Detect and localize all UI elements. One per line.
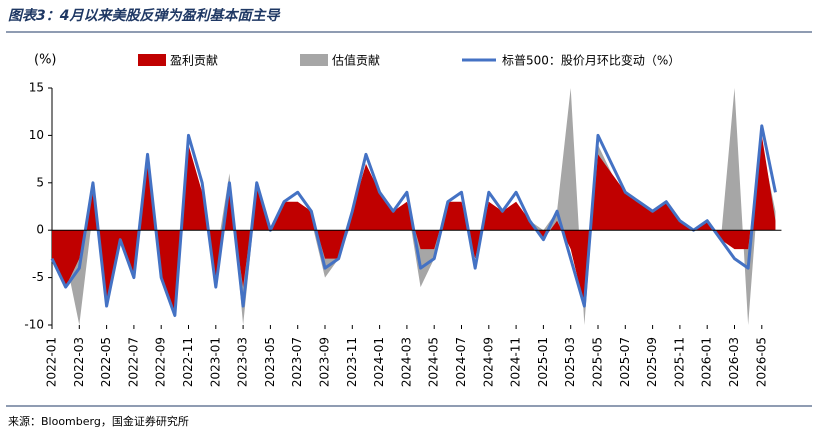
x-tick-label: 2024-07 (454, 337, 468, 387)
x-tick-label: 2026-05 (754, 337, 768, 387)
area (52, 135, 776, 316)
legend-swatch (138, 54, 166, 66)
y-tick-label: 0 (36, 223, 44, 237)
x-tick-label: 2023-01 (208, 337, 222, 387)
legend-label: 估值贡献 (332, 53, 380, 68)
x-tick-label: 2024-05 (427, 337, 441, 387)
y-tick-label: -5 (32, 270, 44, 284)
x-tick-label: 2023-07 (290, 337, 304, 387)
x-tick-label: 2022-05 (99, 337, 113, 387)
legend-swatch (300, 54, 328, 66)
x-tick-label: 2024-11 (509, 337, 523, 387)
x-tick-label: 2023-11 (345, 337, 359, 387)
y-tick-label: 10 (29, 128, 44, 142)
x-tick-label: 2024-03 (399, 337, 413, 387)
y-tick-label: 15 (29, 81, 44, 95)
x-tick-label: 2025-09 (645, 337, 659, 387)
x-tick-label: 2023-05 (263, 337, 277, 387)
x-tick-label: 2022-09 (154, 337, 168, 387)
legend-label: 盈利贡献 (170, 53, 218, 68)
x-tick-label: 2022-07 (126, 337, 140, 387)
x-tick-label: 2022-11 (181, 337, 195, 387)
source: 来源：Bloomberg，国金证券研究所 (8, 414, 189, 428)
x-tick-label: 2026-01 (700, 337, 714, 387)
y-tick-label: 5 (36, 175, 44, 189)
legend-label: 标普500：股价月环比变动（%） (502, 53, 680, 68)
y-axis-label: (%) (34, 53, 57, 68)
x-tick-label: 2022-03 (72, 337, 86, 387)
x-tick-label: 2025-01 (536, 337, 550, 387)
y-tick-label: -10 (24, 318, 44, 332)
x-tick-label: 2022-01 (45, 337, 59, 387)
x-tick-label: 2025-05 (591, 337, 605, 387)
x-tick-label: 2025-07 (618, 337, 632, 387)
x-tick-label: 2025-03 (563, 337, 577, 387)
x-tick-label: 2024-09 (481, 337, 495, 387)
x-tick-label: 2024-01 (372, 337, 386, 387)
chart-title: 图表3：4月以来美股反弹为盈利基本面主导 (8, 7, 281, 24)
x-tick-label: 2026-03 (727, 337, 741, 387)
x-tick-label: 2025-11 (672, 337, 686, 387)
x-tick-label: 2023-09 (318, 337, 332, 387)
x-tick-label: 2023-03 (236, 337, 250, 387)
